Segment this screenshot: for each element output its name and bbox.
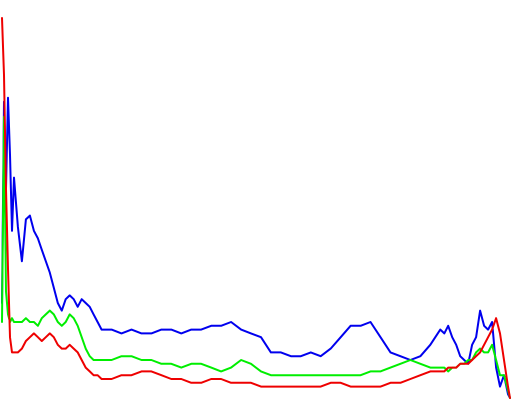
- series-line-0: [1, 96, 511, 399]
- series-layer: [1, 17, 511, 399]
- series-line-2: [1, 17, 511, 399]
